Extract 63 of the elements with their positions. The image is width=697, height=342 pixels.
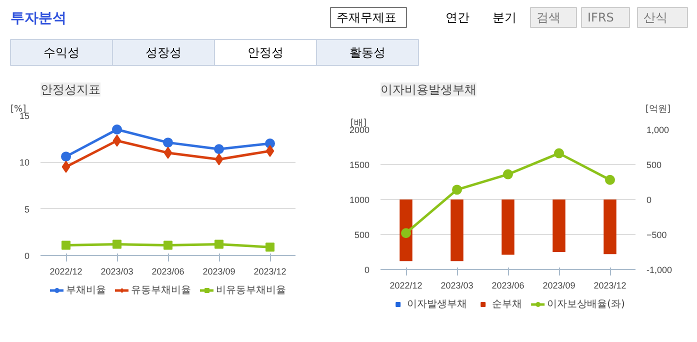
x-tick-label: 2023/03 [100,266,134,276]
y-tick-label: 500 [354,230,370,240]
x-tick-label: 2023/12 [594,280,626,290]
y-tick-label: 5 [24,204,30,214]
x-tick-label: 2023/09 [202,266,236,276]
text: 성장성 [146,46,182,60]
point [503,169,513,180]
y2-tick-label: 1,000 [646,125,670,135]
text: 활동성 [350,46,386,60]
point [605,174,615,185]
point [112,134,122,147]
text: IFRS [588,10,614,24]
point [452,184,462,195]
y2-tick-label: 0 [646,195,652,205]
point [401,228,411,238]
legend-label: 이자보상배율(좌) [547,298,625,311]
y-tick-label: 10 [19,158,30,168]
text: 안정성 [248,46,284,60]
y-tick-label: 2000 [349,125,370,135]
point [214,240,224,249]
x-tick-label: 2023/06 [152,266,184,276]
text: 검색 [536,10,560,24]
point [61,152,71,162]
text: 수익성 [44,46,80,60]
point [214,153,224,166]
y2-tick-label: -1,000 [646,265,672,275]
x-tick-label: 2022/12 [50,266,82,276]
text: 주재무제표 [336,10,396,24]
text: 산식 [644,10,668,24]
point [214,144,224,154]
x-tick-label: 2023/03 [440,280,474,290]
y2-tick-label: 500 [646,160,662,170]
point [266,144,274,157]
point [164,240,172,250]
chart-title: 이자비용발생부채 [380,82,476,96]
y-tick-label: 1000 [349,195,370,205]
point [112,240,122,249]
point [62,160,70,173]
y-tick-label: 0 [364,265,370,275]
point [266,242,274,252]
legend-label: 유동부채비율 [131,284,191,297]
legend-label: 순부채 [492,298,522,311]
x-tick-label: 2023/12 [254,266,286,276]
chart-title: 안정성지표 [40,82,100,96]
y-tick-label: 0 [24,251,30,261]
legend-label: 부채비율 [66,284,106,297]
text: 분기 [492,10,516,24]
point [163,138,173,148]
y2-axis-title: [억원] [645,104,671,114]
point [112,124,122,134]
point [62,240,70,250]
x-tick-label: 2022/12 [390,280,422,290]
y-tick-label: 15 [19,111,30,121]
text: 투자분석 [10,10,66,26]
x-tick-label: 2023/09 [542,280,576,290]
point [164,146,172,159]
legend-label: 비유동부채비율 [216,284,286,297]
legend-label: 이자발생부채 [407,298,468,311]
x-tick-label: 2023/06 [492,280,524,290]
y-tick-label: 1500 [349,160,370,170]
point [554,148,564,158]
text: 연간 [446,10,470,24]
y2-tick-label: −500 [646,230,667,240]
